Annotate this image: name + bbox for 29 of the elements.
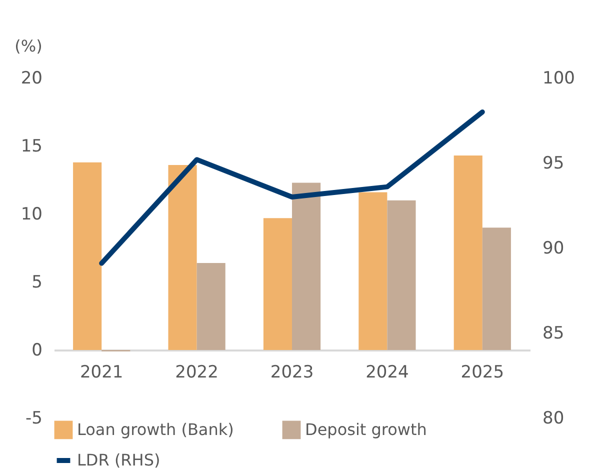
y2-tick-label: 85 [542,324,564,344]
y-tick-label: 20 [20,68,42,88]
y2-tick-label: 80 [542,408,564,428]
y2-tick-label: 100 [542,68,575,88]
bar [387,200,416,350]
x-tick-label: 2023 [270,362,314,382]
y2-tick-label: 95 [542,154,564,174]
bar [73,162,102,350]
bar [263,218,292,350]
legend-label: Loan growth (Bank) [77,420,234,439]
x-tick-label: 2024 [366,362,409,382]
bar [292,182,321,350]
y-axis-title: (%) [14,36,42,56]
x-tick-label: 2021 [80,362,124,382]
legend-label: Deposit growth [305,420,427,439]
legend-label: LDR (RHS) [77,450,160,470]
y2-tick-label: 90 [542,238,564,258]
bar [358,192,388,350]
x-tick-label: 2025 [460,362,504,382]
bar [196,262,226,350]
y-tick-label: 5 [32,272,42,292]
bar [482,228,511,350]
y-tick-label: 10 [20,204,42,224]
bar [454,156,482,350]
bar [168,165,197,350]
x-tick-label: 2022 [175,362,218,382]
y-tick-label: 15 [20,136,42,156]
y-tick-label: 0 [32,340,42,360]
y-tick-label: -5 [26,408,42,428]
